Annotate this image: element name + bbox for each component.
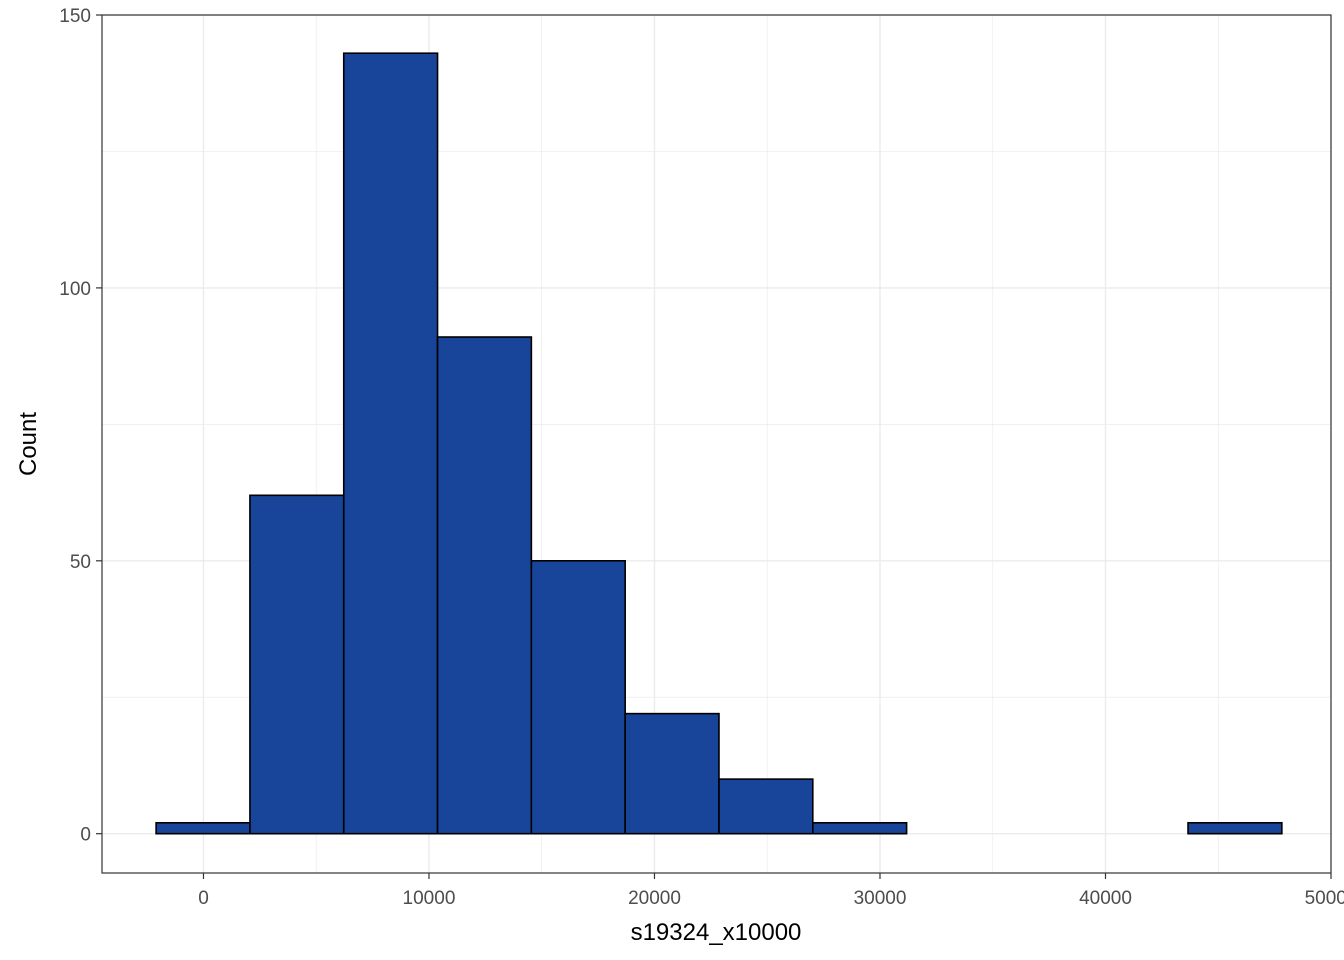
x-axis-title: s19324_x10000 bbox=[631, 919, 802, 946]
histogram-bar bbox=[1187, 821, 1283, 835]
y-tick-label: 150 bbox=[59, 6, 91, 27]
histogram-bar bbox=[624, 712, 720, 835]
y-axis: 0 50 100 150 bbox=[59, 6, 102, 846]
x-tick-label: 30000 bbox=[854, 888, 907, 909]
histogram-bar bbox=[249, 494, 345, 835]
histogram-bars bbox=[155, 52, 1283, 835]
x-tick-label: 10000 bbox=[403, 888, 456, 909]
y-tick-label: 0 bbox=[80, 825, 91, 846]
x-tick-label: 0 bbox=[198, 888, 209, 909]
histogram-bar bbox=[718, 778, 814, 835]
histogram-bar bbox=[530, 560, 626, 835]
histogram-bar bbox=[342, 52, 439, 835]
x-tick-label: 20000 bbox=[628, 888, 681, 909]
x-tick-label: 40000 bbox=[1079, 888, 1132, 909]
y-tick-label: 50 bbox=[70, 552, 91, 573]
y-tick-label: 100 bbox=[59, 279, 91, 300]
y-axis-title: Count bbox=[15, 412, 42, 476]
histogram-bar bbox=[436, 336, 533, 835]
histogram-bar bbox=[811, 821, 908, 835]
histogram-bar bbox=[155, 821, 251, 835]
plot-panel-border bbox=[101, 14, 1332, 874]
